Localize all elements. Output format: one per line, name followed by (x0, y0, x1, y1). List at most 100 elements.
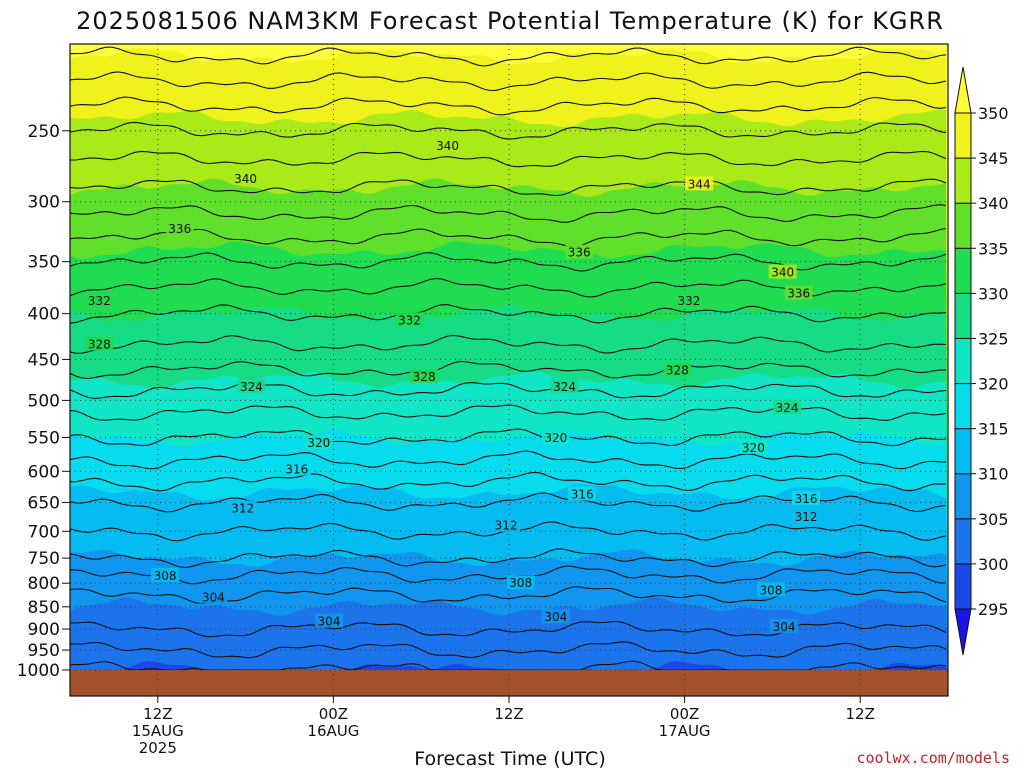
contour-label-bg (784, 285, 813, 300)
contour-label-bg (395, 312, 424, 327)
x-tick-label: 15AUG (132, 722, 184, 740)
contour-label-304: 304 (773, 620, 796, 634)
colorbar-label-335: 335 (978, 239, 1009, 258)
contour-line-310 (69, 548, 947, 569)
contour-label-340: 340 (436, 139, 459, 153)
contour-label-bg (410, 369, 439, 384)
y-tick-650: 650 (28, 493, 60, 513)
x-tick-label: 12Z (846, 705, 875, 723)
y-tick-350: 350 (28, 253, 60, 273)
contour-line-302 (69, 641, 947, 659)
y-tick-600: 600 (28, 462, 60, 482)
contour-label-324: 324 (553, 380, 576, 394)
contour-line-330 (69, 304, 947, 324)
y-tick-1000: 1000 (17, 661, 60, 681)
colorbar-label-300: 300 (978, 555, 1009, 574)
x-tick-label: 17AUG (659, 722, 711, 740)
contour-label-bg (85, 336, 114, 351)
colorbar-bin-295 (954, 563, 972, 610)
contour-label-bg (506, 575, 535, 590)
colorbar-bin-320 (954, 337, 972, 385)
contour-label-332: 332 (398, 313, 421, 327)
contour-line-338 (69, 204, 947, 223)
contour-label-344: 344 (688, 177, 711, 191)
y-tick-250: 250 (28, 122, 60, 142)
colorbar-label-330: 330 (978, 284, 1009, 303)
contour-label-bg (756, 582, 785, 597)
contour-label-bg (685, 176, 714, 191)
contour-label-328: 328 (413, 370, 436, 384)
colorbar-bin-330 (954, 247, 972, 294)
contour-label-bg (739, 439, 768, 454)
contour-label-bg (541, 430, 570, 445)
x-tick-label: 00Z (319, 705, 348, 723)
contour-label-312: 312 (231, 501, 254, 515)
contour-line-340 (69, 178, 947, 197)
y-axis: 2503003504004505005506006507007508008509… (17, 122, 70, 681)
filled-contours (70, 44, 948, 679)
contour-label-bg (282, 461, 311, 476)
colorbar-label-295: 295 (978, 600, 1009, 619)
contour-label-328: 328 (666, 363, 689, 377)
colorbar: 295 300 305 310 315 320 325 330 335 340 345 350 (954, 66, 1009, 656)
contour-label-316: 316 (285, 462, 308, 476)
contour-label-332: 332 (88, 294, 111, 308)
contour-label-bg (674, 292, 703, 307)
colorbar-label-320: 320 (978, 375, 1009, 394)
y-tick-950: 950 (28, 641, 60, 661)
contour-label-308: 308 (154, 569, 177, 583)
y-tick-800: 800 (28, 574, 60, 594)
contour-label-bg (663, 362, 692, 377)
y-tick-500: 500 (28, 391, 60, 411)
contour-label-308: 308 (509, 576, 532, 590)
contour-line-334 (69, 252, 947, 272)
y-tick-900: 900 (28, 620, 60, 640)
contour-line-346 (69, 96, 947, 116)
contour-label-324: 324 (240, 380, 263, 394)
contour-label-312: 312 (495, 519, 518, 533)
ground-strip (70, 670, 948, 696)
contour-label-320: 320 (544, 431, 567, 445)
contour-line-304 (70, 620, 947, 638)
contour-label-bg (228, 500, 257, 515)
colorbar-label-345: 345 (978, 149, 1009, 168)
colorbar-label-340: 340 (978, 194, 1009, 213)
y-tick-400: 400 (28, 305, 60, 325)
colorbar-bottom-arrow (954, 608, 972, 656)
contour-label-328: 328 (88, 337, 111, 351)
credit-link[interactable]: coolwx.com/models (856, 749, 1010, 767)
contour-label-bg (433, 138, 462, 153)
contour-line-348 (69, 71, 947, 92)
contour-label-340: 340 (771, 266, 794, 280)
contour-label-bg (85, 292, 114, 307)
contour-label-bg (768, 264, 797, 279)
x-tick-label: 12Z (143, 705, 172, 723)
contour-line-318 (69, 450, 947, 470)
contour-label-bg (304, 435, 333, 450)
y-tick-550: 550 (28, 428, 60, 448)
ground-layer (70, 670, 948, 696)
contour-label-bg (151, 567, 180, 582)
contour-line-350 (69, 46, 947, 67)
contour-label-336: 336 (568, 246, 591, 260)
y-tick-300: 300 (28, 193, 60, 213)
colorbar-label-350: 350 (978, 104, 1009, 123)
contour-label-304: 304 (318, 615, 341, 629)
y-tick-850: 850 (28, 598, 60, 618)
plot-area: 340 340 344 336 336 340 336 332 332 332 328 328 328 3… (69, 43, 949, 697)
contour-label-320: 320 (307, 436, 330, 450)
contour-label-308: 308 (759, 583, 782, 597)
colorbar-bin-310 (954, 428, 972, 475)
contour-label-316: 316 (571, 488, 594, 502)
contour-label-bg (237, 378, 266, 393)
contour-line-326 (69, 360, 947, 380)
colorbar-bin-305 (954, 473, 972, 520)
colorbar-bin-325 (954, 292, 972, 339)
contour-label-332: 332 (678, 294, 701, 308)
colorbar-top-arrow (954, 66, 972, 114)
contour-line-320 (69, 428, 947, 447)
contour-label-312: 312 (795, 510, 818, 524)
colorbar-bin-345 (954, 112, 972, 159)
